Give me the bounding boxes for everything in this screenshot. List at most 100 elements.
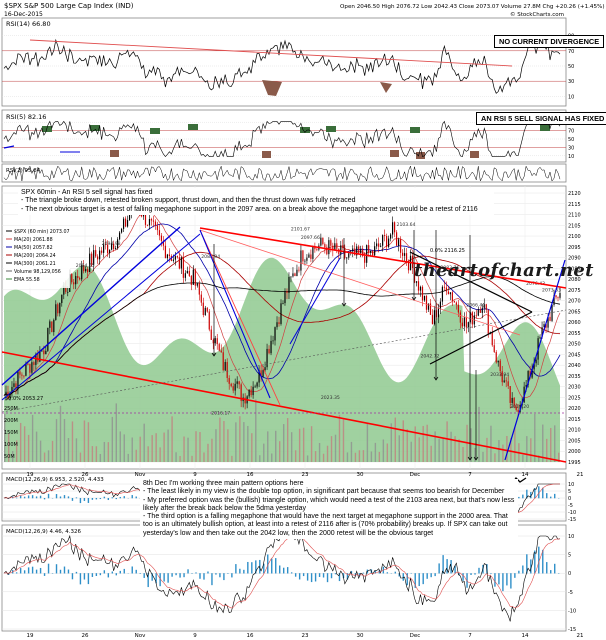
note-top-line: - The next obvious target is a test of f…: [21, 205, 478, 213]
price-tick-label: 2110: [568, 213, 581, 219]
price-bar-body: [25, 363, 27, 376]
volume-bar: [163, 432, 165, 462]
target-arrowhead: [411, 296, 417, 301]
price-bar-body: [77, 276, 79, 279]
price-bar-body: [386, 236, 388, 247]
volume-bar: [530, 438, 532, 462]
macd2-histogram-bar: [191, 573, 193, 574]
price-bar-body: [495, 352, 497, 363]
rsi5-overbought-fill: [90, 125, 100, 131]
target-arrowhead: [211, 352, 217, 357]
volume-axis-label: 200M: [4, 418, 18, 424]
price-bar-body: [431, 314, 434, 325]
macd2-histogram-bar: [302, 573, 305, 577]
target-arrowhead: [467, 456, 473, 461]
price-bar-body: [196, 283, 198, 286]
price-tick-label: 2095: [568, 245, 581, 251]
volume-bar: [330, 436, 333, 462]
price-bar-body: [501, 371, 503, 383]
macd2-histogram-bar: [183, 573, 185, 578]
volume-bar: [526, 436, 528, 462]
price-bar-body: [113, 243, 115, 249]
price-bar-body: [280, 303, 282, 324]
price-bar-body: [238, 381, 240, 385]
x-tick-label: Nov: [135, 633, 146, 639]
price-bar-body: [282, 303, 284, 304]
volume-bar: [175, 452, 177, 462]
x-tick-label: Nov: [135, 472, 146, 478]
x-tick-label: 16: [247, 472, 254, 478]
rsi5-blue-arrow: [3, 145, 15, 149]
x-tick-label: 19: [27, 472, 34, 478]
note-bottom-line: - The third option is a falling megaphon…: [143, 513, 508, 537]
volume-bar: [406, 429, 408, 462]
volume-bar: [342, 418, 345, 462]
price-bar-body: [270, 340, 272, 354]
price-bar-body: [236, 381, 238, 384]
volume-bar: [211, 438, 213, 462]
macd2-histogram-bar: [422, 573, 424, 585]
price-bar-body: [360, 248, 362, 253]
price-bar-body: [188, 270, 190, 276]
price-bar-body: [81, 265, 83, 280]
price-bar-body: [57, 304, 59, 314]
price-bar-body: [352, 248, 354, 252]
macd2-histogram-bar: [494, 573, 496, 587]
price-bar-body: [274, 327, 276, 341]
price-bar-body: [152, 220, 155, 222]
price-bar-body: [13, 383, 15, 387]
price-bar-body: [250, 389, 252, 396]
macd2-histogram-bar: [99, 573, 102, 576]
rsi5-oversold-fill: [110, 150, 119, 157]
macd2-histogram-bar: [546, 562, 548, 574]
macd1-tick: 10: [568, 482, 574, 488]
x-tick-label: 21: [577, 472, 584, 478]
macd2-histogram-bar: [35, 569, 38, 574]
macd1-histogram-bar: [542, 487, 544, 499]
rsi5-overbought-fill: [188, 124, 198, 130]
price-bar-body: [148, 219, 151, 226]
price-bar-body: [166, 254, 169, 259]
price-bar-body: [395, 232, 398, 246]
volume-bar: [203, 452, 205, 462]
macd2-histogram-bar: [55, 564, 58, 574]
macd1-tick: 0: [568, 496, 571, 502]
price-bar-body: [415, 281, 418, 283]
price-bar-body: [344, 247, 346, 259]
price-bar-body: [23, 375, 25, 377]
price-bar-body: [220, 350, 222, 353]
price-bar-body: [105, 244, 107, 246]
volume-bar: [398, 435, 400, 462]
price-bar-body: [358, 246, 360, 253]
x-tick-label: 26: [82, 472, 89, 478]
price-bar-body: [302, 250, 304, 262]
macd2-histogram-bar: [470, 573, 472, 575]
volume-bar: [494, 453, 496, 462]
volume-bar: [302, 427, 305, 462]
price-bar-body: [411, 255, 414, 269]
volume-bar: [402, 420, 404, 462]
note-bottom: 8th Dec I'm working three main pattern o…: [140, 479, 518, 540]
target-arrowhead: [341, 302, 347, 307]
volume-bar: [314, 451, 317, 462]
volume-bar: [167, 429, 169, 462]
price-bar-body: [310, 254, 312, 259]
note-top: SPX 60min - An RSI 5 sell signal has fix…: [18, 188, 494, 215]
price-bar-body: [549, 316, 551, 321]
macd2-tick: -5: [568, 590, 573, 596]
macd1-tick: -10: [568, 510, 576, 516]
macd1-histogram-bar: [522, 494, 524, 499]
price-annotation: 2016.17: [211, 410, 230, 416]
price-bar-body: [114, 248, 117, 249]
volume-bar: [159, 447, 161, 462]
price-bar-body: [214, 338, 216, 344]
volume-bar: [426, 424, 428, 462]
price-bar-body: [543, 324, 545, 328]
price-bar-body: [284, 291, 286, 304]
macd2-histogram-bar: [294, 573, 297, 577]
fib-0-label: 0.0% 2116.25: [430, 248, 465, 254]
macd2-histogram-bar: [446, 559, 448, 574]
source-credit: © StockCharts.com: [510, 11, 564, 18]
volume-axis-label: 250M: [4, 406, 18, 412]
price-bar-body: [278, 322, 280, 324]
